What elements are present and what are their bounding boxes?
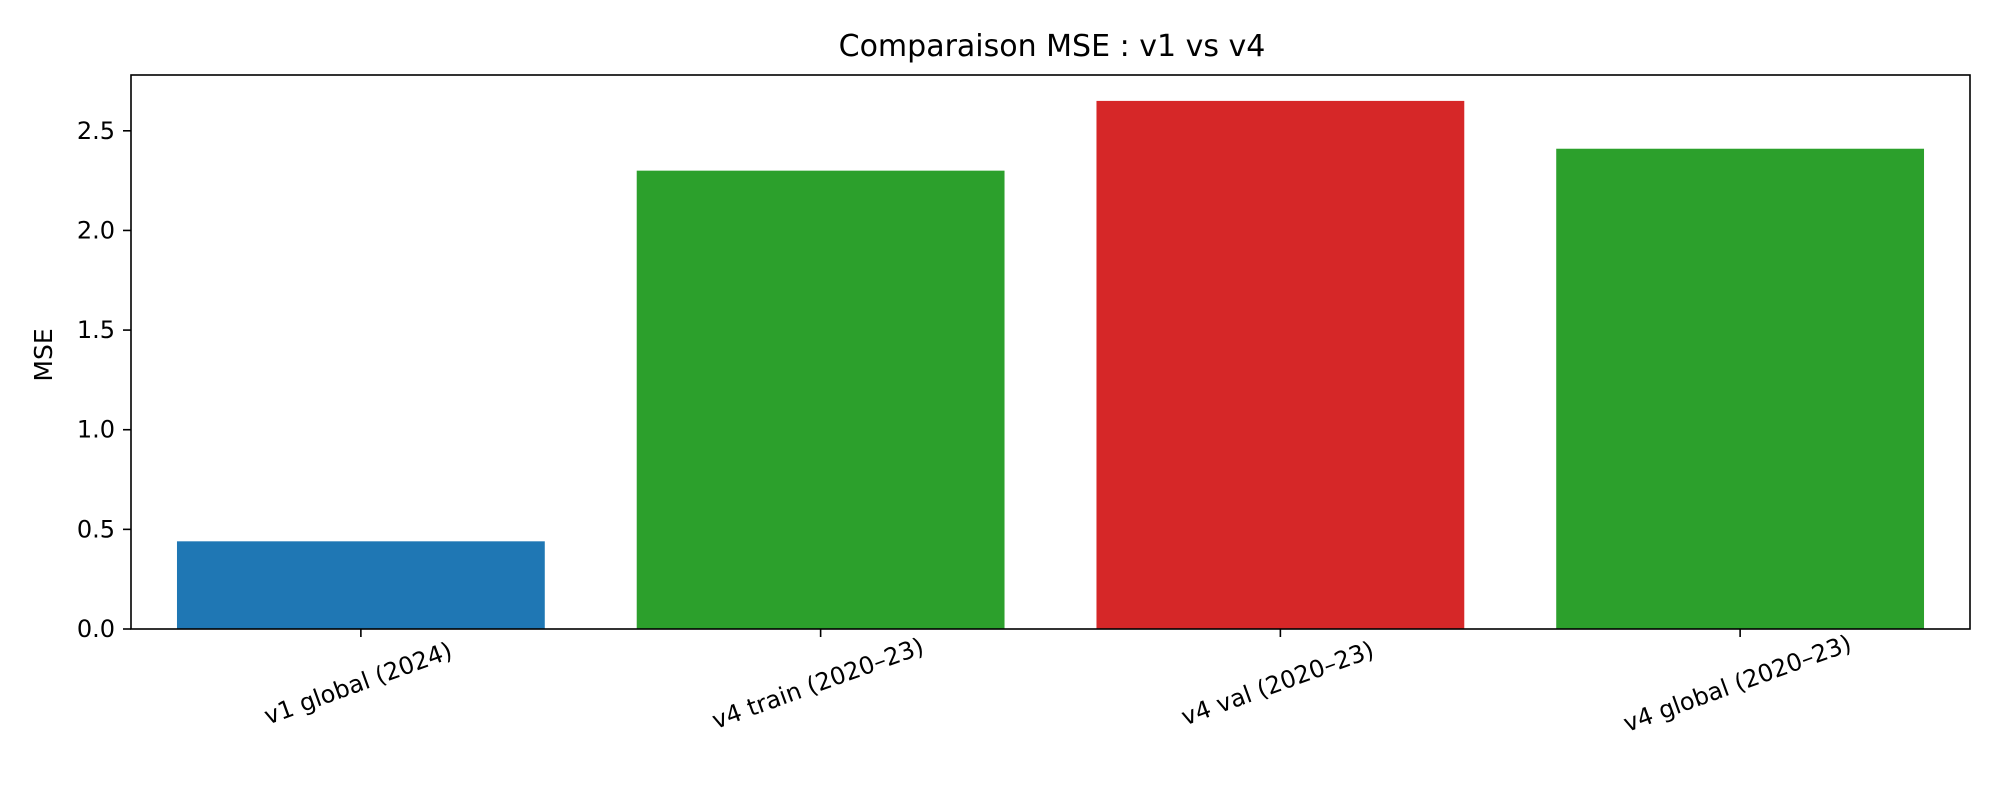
y-tick-label: 1.0	[77, 416, 115, 444]
bar-3	[1096, 100, 1465, 629]
x-axis-ticks: v1 global (2024) v4 train (2020–23) v4 val…	[260, 629, 1855, 738]
y-tick-label: 2.5	[77, 117, 115, 145]
bar-2	[636, 170, 1005, 630]
y-axis-ticks: 0.0 0.5 1.0 1.5 2.0 2.5	[77, 117, 131, 643]
x-tick-label: v4 global (2020–23)	[1620, 629, 1855, 737]
y-tick-label: 2.0	[77, 216, 115, 244]
y-tick-label: 0.5	[77, 515, 115, 543]
x-tick-label: v4 val (2020–23)	[1178, 636, 1378, 732]
chart-title: Comparaison MSE : v1 vs v4	[839, 29, 1266, 64]
x-tick-label: v4 train (2020–23)	[708, 632, 927, 735]
bar-4	[1556, 148, 1925, 629]
y-tick-label: 1.5	[77, 316, 115, 344]
plot-area-frame	[130, 74, 1971, 630]
bars-layer	[176, 100, 1925, 630]
y-axis-label: MSE	[29, 328, 58, 381]
x-tick-label: v1 global (2024)	[260, 637, 455, 731]
y-tick-label: 0.0	[77, 615, 115, 643]
bar-1	[176, 541, 545, 629]
